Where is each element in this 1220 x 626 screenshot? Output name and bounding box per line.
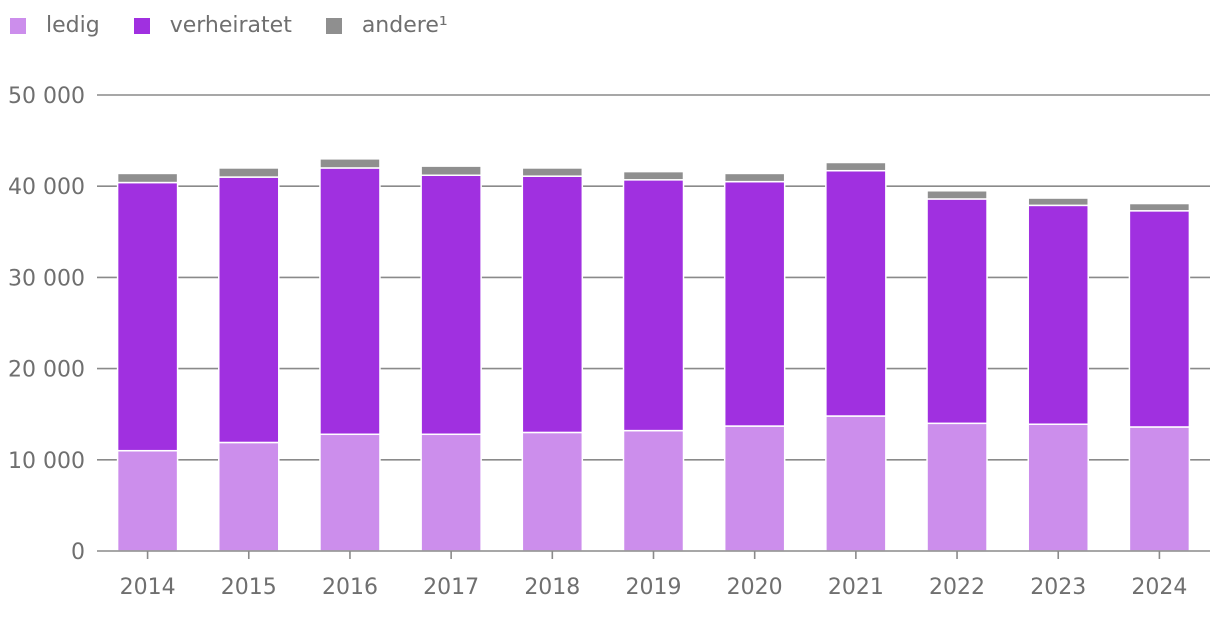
bar-segment-ledig-2018 bbox=[521, 431, 584, 552]
bar-segment-andere-2015 bbox=[218, 167, 280, 178]
bar-segment-andere-2022 bbox=[926, 190, 988, 200]
bar-segment-verheiratet-2014 bbox=[116, 181, 179, 452]
bar-segment-verheiratet-2019 bbox=[622, 179, 685, 432]
x-tick-label: 2024 bbox=[1131, 575, 1187, 600]
legend-swatch-andere bbox=[325, 18, 342, 34]
x-tick-label: 2016 bbox=[322, 575, 378, 600]
bar-segment-ledig-2023 bbox=[1027, 423, 1089, 552]
bar-segment-andere-2017 bbox=[420, 165, 482, 177]
bar-segment-ledig-2016 bbox=[319, 433, 381, 552]
y-tick-label: 10 000 bbox=[8, 449, 85, 474]
bar-segment-andere-2020 bbox=[723, 172, 786, 183]
legend-label-ledig: ledig bbox=[46, 13, 100, 38]
bar-segment-verheiratet-2021 bbox=[825, 169, 887, 417]
bar-segment-verheiratet-2024 bbox=[1128, 210, 1191, 428]
bar-segment-andere-2019 bbox=[622, 170, 685, 181]
bar-segment-verheiratet-2020 bbox=[723, 180, 786, 427]
legend-swatch-verheiratet bbox=[133, 18, 150, 34]
legend-swatch-ledig bbox=[10, 18, 26, 34]
bar-segment-ledig-2022 bbox=[926, 422, 988, 552]
bar-segment-ledig-2020 bbox=[723, 425, 786, 552]
bar-segment-ledig-2017 bbox=[420, 433, 482, 552]
bar-segment-verheiratet-2017 bbox=[420, 174, 482, 436]
legend-item-verheiratet: verheiratet bbox=[133, 12, 292, 40]
bar-segment-ledig-2024 bbox=[1128, 426, 1191, 552]
legend-label-verheiratet: verheiratet bbox=[169, 13, 292, 38]
bar-segment-andere-2023 bbox=[1027, 197, 1089, 207]
bar-segment-verheiratet-2018 bbox=[521, 175, 584, 434]
x-tick-label: 2018 bbox=[524, 575, 580, 600]
bar-segment-andere-2021 bbox=[825, 161, 887, 172]
x-tick-label: 2021 bbox=[828, 575, 884, 600]
bar-segment-andere-2016 bbox=[319, 158, 381, 169]
y-tick-label: 20 000 bbox=[8, 358, 85, 383]
bar-segment-verheiratet-2023 bbox=[1027, 204, 1089, 425]
x-tick-label: 2014 bbox=[120, 575, 176, 600]
bar-segment-andere-2014 bbox=[116, 172, 179, 184]
legend-label-andere: andere¹ bbox=[361, 13, 448, 38]
legend-item-andere: andere¹ bbox=[325, 12, 448, 40]
bar-segment-andere-2018 bbox=[521, 167, 584, 177]
bar-segment-ledig-2019 bbox=[622, 429, 685, 552]
legend: ledig verheiratet andere¹ bbox=[10, 12, 448, 40]
bar-segment-verheiratet-2022 bbox=[926, 198, 988, 425]
x-tick-label: 2022 bbox=[929, 575, 985, 600]
x-tick-label: 2017 bbox=[423, 575, 479, 600]
bar-segment-verheiratet-2016 bbox=[319, 167, 381, 436]
bar-segment-ledig-2014 bbox=[116, 449, 179, 552]
y-tick-label: 0 bbox=[71, 540, 85, 565]
x-tick-label: 2019 bbox=[626, 575, 682, 600]
x-tick-label: 2015 bbox=[221, 575, 277, 600]
y-tick-label: 30 000 bbox=[8, 266, 85, 291]
y-tick-label: 40 000 bbox=[8, 175, 85, 200]
bar-segment-verheiratet-2015 bbox=[218, 176, 280, 444]
x-tick-label: 2023 bbox=[1030, 575, 1086, 600]
bar-segment-ledig-2015 bbox=[218, 441, 280, 552]
x-tick-label: 2020 bbox=[727, 575, 783, 600]
bar-segment-andere-2024 bbox=[1128, 202, 1191, 212]
legend-item-ledig: ledig bbox=[10, 12, 100, 40]
bar-segment-ledig-2021 bbox=[825, 415, 887, 552]
y-tick-label: 50 000 bbox=[8, 84, 85, 109]
